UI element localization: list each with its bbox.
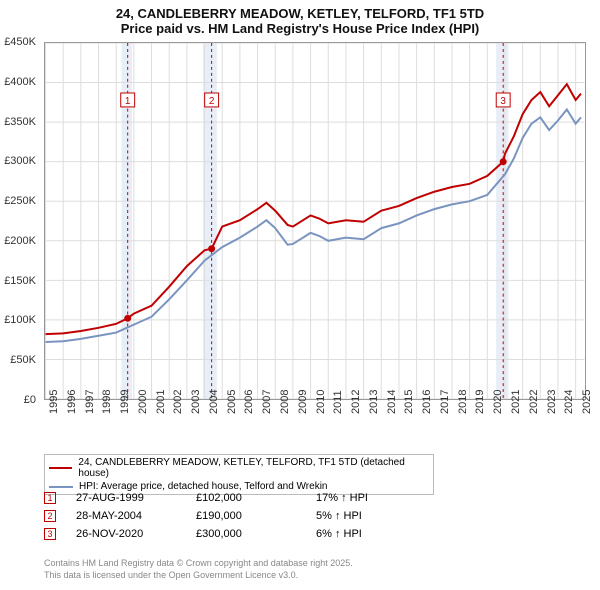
y-tick-label: £300K — [4, 155, 36, 167]
x-tick-label: 1995 — [48, 390, 60, 414]
transaction-change: 5% ↑ HPI — [316, 510, 436, 522]
transaction-price: £102,000 — [196, 492, 316, 504]
x-tick-label: 2014 — [386, 390, 398, 414]
x-tick-label: 2013 — [368, 390, 380, 414]
x-tick-label: 2002 — [172, 390, 184, 414]
transaction-date: 28-MAY-2004 — [76, 510, 196, 522]
y-tick-label: £0 — [24, 394, 36, 406]
transaction-change: 17% ↑ HPI — [316, 492, 436, 504]
x-tick-label: 2011 — [332, 390, 344, 414]
x-tick-label: 2015 — [403, 390, 415, 414]
y-tick-label: £400K — [4, 76, 36, 88]
y-tick-label: £250K — [4, 195, 36, 207]
x-tick-label: 2018 — [457, 390, 469, 414]
x-tick-label: 2012 — [350, 390, 362, 414]
svg-text:2: 2 — [209, 96, 215, 107]
y-tick-label: £150K — [4, 275, 36, 287]
x-tick-label: 2016 — [421, 390, 433, 414]
x-tick-label: 1996 — [66, 390, 78, 414]
y-tick-label: £50K — [10, 354, 36, 366]
x-tick-label: 1999 — [119, 390, 131, 414]
transaction-date: 27-AUG-1999 — [76, 492, 196, 504]
x-tick-label: 2004 — [208, 390, 220, 414]
footer-line-1: Contains HM Land Registry data © Crown c… — [44, 558, 353, 570]
transaction-date: 26-NOV-2020 — [76, 528, 196, 540]
legend-label: 24, CANDLEBERRY MEADOW, KETLEY, TELFORD,… — [78, 457, 429, 479]
chart-plot-area: 1 2 3 — [44, 42, 586, 400]
chart-title: 24, CANDLEBERRY MEADOW, KETLEY, TELFORD,… — [0, 0, 600, 38]
y-axis-labels: £0£50K£100K£150K£200K£250K£300K£350K£400… — [0, 42, 40, 400]
transaction-marker: 2 — [44, 510, 56, 522]
legend-swatch — [49, 486, 73, 488]
x-tick-label: 2021 — [510, 390, 522, 414]
x-tick-label: 1998 — [101, 390, 113, 414]
x-tick-label: 2023 — [546, 390, 558, 414]
legend-label: HPI: Average price, detached house, Telf… — [79, 481, 328, 492]
footer-line-2: This data is licensed under the Open Gov… — [44, 570, 353, 582]
footer-attribution: Contains HM Land Registry data © Crown c… — [44, 558, 353, 581]
transaction-row: 1 27-AUG-1999£102,00017% ↑ HPI — [44, 492, 436, 504]
transaction-row: 3 26-NOV-2020£300,0006% ↑ HPI — [44, 528, 436, 540]
title-line-2: Price paid vs. HM Land Registry's House … — [0, 21, 600, 36]
transaction-marker: 1 — [44, 492, 56, 504]
transaction-change: 6% ↑ HPI — [316, 528, 436, 540]
legend: 24, CANDLEBERRY MEADOW, KETLEY, TELFORD,… — [44, 454, 434, 495]
x-tick-label: 1997 — [84, 390, 96, 414]
x-tick-label: 2000 — [137, 390, 149, 414]
chart-container: 24, CANDLEBERRY MEADOW, KETLEY, TELFORD,… — [0, 0, 600, 590]
transaction-marker: 3 — [44, 528, 56, 540]
legend-item: 24, CANDLEBERRY MEADOW, KETLEY, TELFORD,… — [45, 456, 433, 480]
x-tick-label: 2024 — [563, 390, 575, 414]
x-tick-label: 2005 — [226, 390, 238, 414]
x-tick-label: 2010 — [315, 390, 327, 414]
transaction-price: £300,000 — [196, 528, 316, 540]
svg-text:1: 1 — [125, 96, 131, 107]
x-tick-label: 2007 — [261, 390, 273, 414]
y-tick-label: £200K — [4, 235, 36, 247]
y-tick-label: £100K — [4, 314, 36, 326]
chart-svg: 1 2 3 — [44, 42, 586, 400]
x-tick-label: 2008 — [279, 390, 291, 414]
x-tick-label: 2003 — [190, 390, 202, 414]
x-tick-label: 2020 — [492, 390, 504, 414]
transaction-price: £190,000 — [196, 510, 316, 522]
y-tick-label: £350K — [4, 116, 36, 128]
x-tick-label: 2022 — [528, 390, 540, 414]
x-tick-label: 2009 — [297, 390, 309, 414]
svg-text:3: 3 — [500, 96, 506, 107]
legend-swatch — [49, 467, 72, 469]
x-tick-label: 2017 — [439, 390, 451, 414]
title-line-1: 24, CANDLEBERRY MEADOW, KETLEY, TELFORD,… — [0, 6, 600, 21]
transactions-table: 1 27-AUG-1999£102,00017% ↑ HPI 2 28-MAY-200… — [44, 492, 436, 546]
y-tick-label: £450K — [4, 36, 36, 48]
x-tick-label: 2001 — [155, 390, 167, 414]
x-tick-label: 2019 — [474, 390, 486, 414]
x-tick-label: 2006 — [243, 390, 255, 414]
transaction-row: 2 28-MAY-2004£190,0005% ↑ HPI — [44, 510, 436, 522]
x-tick-label: 2025 — [581, 390, 593, 414]
